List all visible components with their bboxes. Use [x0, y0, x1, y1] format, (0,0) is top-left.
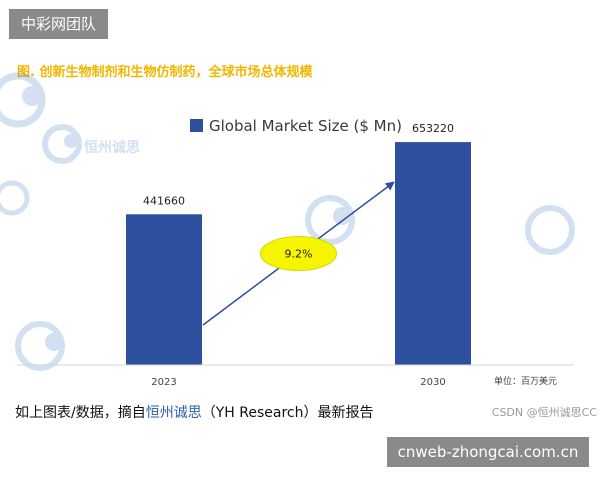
bar-2030 [395, 142, 471, 365]
watermark-logo-icon [305, 195, 355, 245]
watermark-logo-icon [0, 72, 46, 128]
x-tick-2030: 2030 [420, 377, 445, 388]
market-size-chart: Global Market Size ($ Mn) 441660 653220 9… [17, 117, 574, 388]
legend-label: Global Market Size ($ Mn) [209, 117, 402, 135]
top-watermark-badge: 中彩网团队 [9, 9, 108, 39]
bar-2023 [126, 214, 202, 365]
data-label-2030: 653220 [412, 122, 454, 135]
caption-prefix: 如上图表/数据，摘自 [15, 405, 146, 421]
x-tick-2023: 2023 [151, 377, 176, 388]
cagr-label: 9.2% [285, 248, 313, 261]
watermark-logo-icon [0, 180, 30, 216]
chart-legend: Global Market Size ($ Mn) [190, 117, 402, 135]
source-caption: 如上图表/数据，摘自恒州诚思（YH Research）最新报告 [15, 402, 373, 422]
unit-note: 单位：百万美元 [494, 375, 557, 387]
watermark-logo-icon [42, 124, 82, 164]
growth-arrow: 9.2% [202, 181, 395, 326]
caption-source-link[interactable]: 恒州诚思 [145, 405, 202, 421]
caption-suffix: （YH Research）最新报告 [201, 405, 374, 421]
data-label-2023: 441660 [143, 194, 185, 207]
cagr-bubble [260, 236, 337, 272]
watermark-logo-icon [525, 205, 575, 255]
watermark-text: 恒州诚思 [84, 140, 140, 156]
legend-swatch [190, 119, 203, 132]
csdn-watermark: CSDN @恒州诚思CC [491, 406, 597, 419]
figure-title: 图. 创新生物制剂和生物仿制药，全球市场总体规模 [17, 65, 313, 80]
bottom-watermark-badge: cnweb-zhongcai.com.cn [387, 437, 589, 467]
watermark-logo-icon [15, 321, 65, 371]
